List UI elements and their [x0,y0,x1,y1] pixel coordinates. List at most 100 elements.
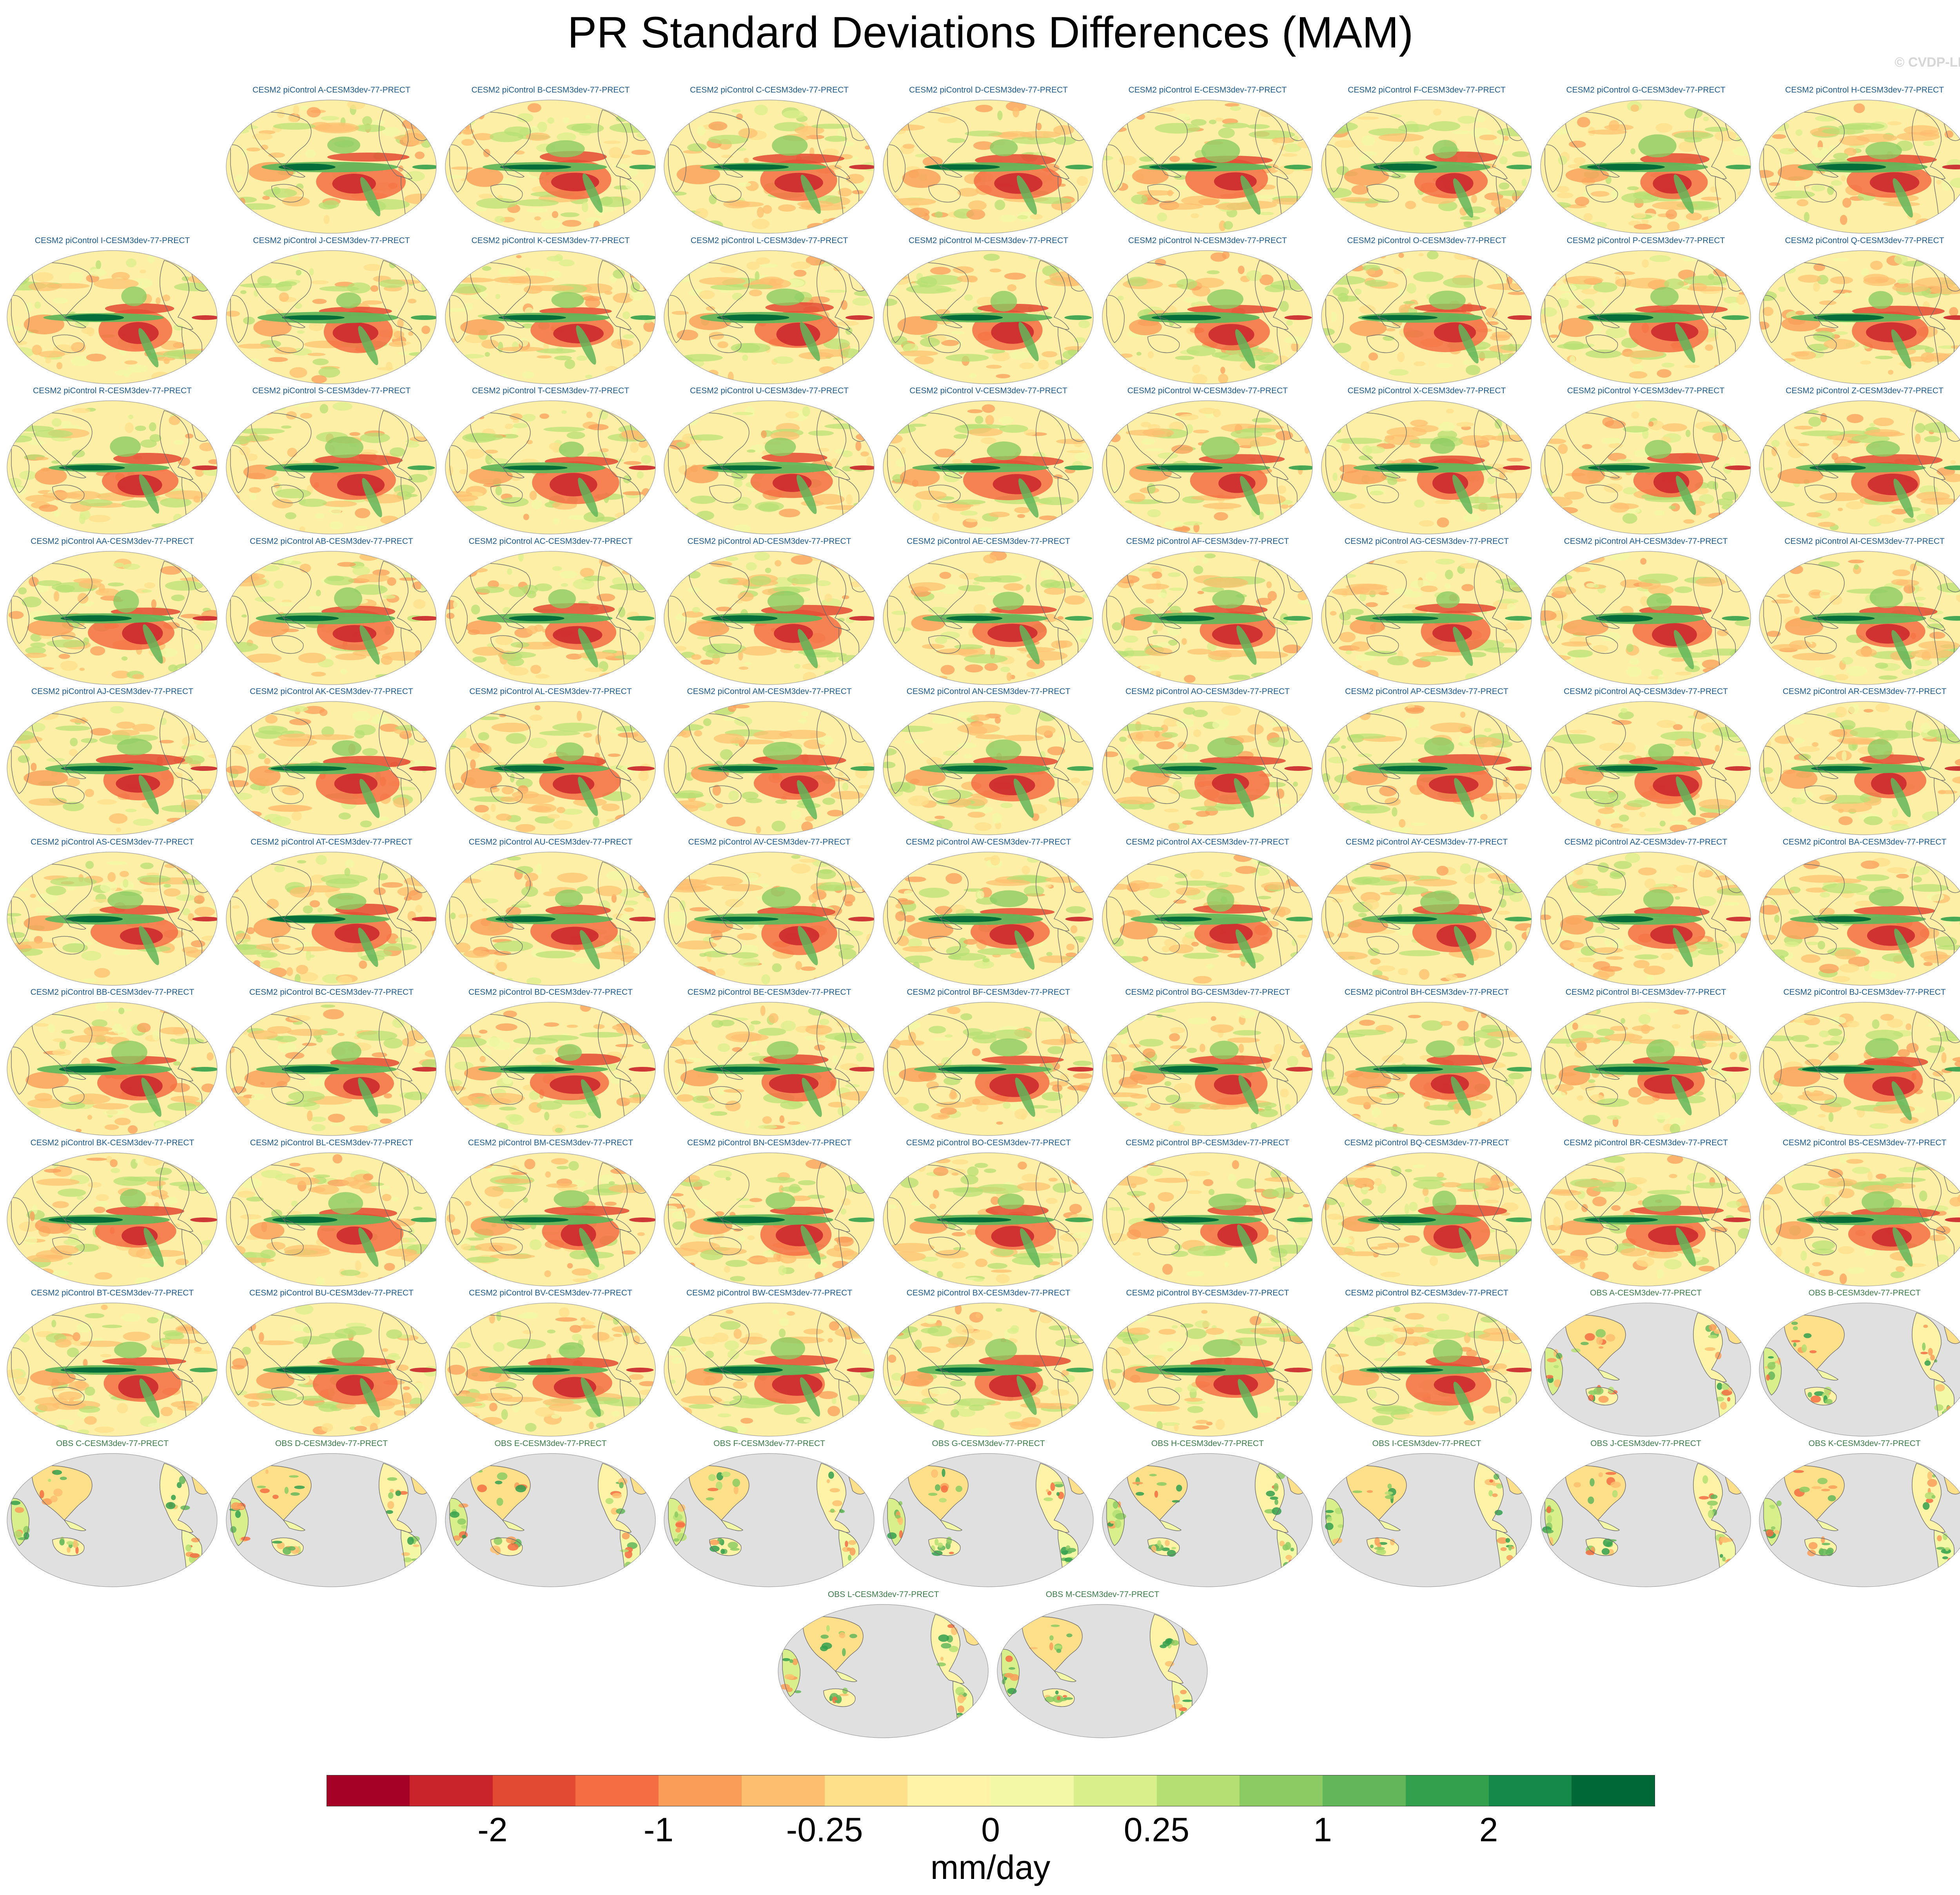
map-panel: CESM2 piControl F-CESM3dev-77-PRECT [1320,85,1534,236]
map-panel: CESM2 piControl Y-CESM3dev-77-PRECT [1539,386,1753,536]
panel-title: CESM2 piControl Y-CESM3dev-77-PRECT [1567,386,1725,395]
map-panel: CESM2 piControl AU-CESM3dev-77-PRECT [444,838,657,988]
difference-map [1102,250,1313,384]
panel-title: CESM2 piControl AR-CESM3dev-77-PRECT [1782,687,1947,696]
difference-map [1540,100,1751,234]
map-panel: CESM2 piControl BE-CESM3dev-77-PRECT [662,988,876,1138]
panel-title: OBS F-CESM3dev-77-PRECT [713,1439,825,1448]
obs-map [997,1604,1208,1738]
panel-title: CESM2 piControl U-CESM3dev-77-PRECT [690,386,849,395]
map-panel: CESM2 piControl AV-CESM3dev-77-PRECT [662,838,876,988]
panel-title: CESM2 piControl BP-CESM3dev-77-PRECT [1125,1138,1290,1147]
difference-map [7,1303,218,1437]
map-panel: OBS B-CESM3dev-77-PRECT [1758,1288,1960,1439]
difference-map [1321,1152,1532,1286]
panel-title: CESM2 piControl F-CESM3dev-77-PRECT [1348,85,1506,94]
difference-map [445,1002,656,1136]
panel-title: CESM2 piControl BE-CESM3dev-77-PRECT [687,988,851,997]
difference-map [226,400,437,534]
panel-title: CESM2 piControl BI-CESM3dev-77-PRECT [1565,988,1726,997]
difference-map [1102,100,1313,234]
panel-title: CESM2 piControl BF-CESM3dev-77-PRECT [907,988,1070,997]
panel-title: OBS C-CESM3dev-77-PRECT [56,1439,169,1448]
panel-title: CESM2 piControl AD-CESM3dev-77-PRECT [687,537,851,546]
difference-map [664,701,875,835]
difference-map [1759,852,1960,986]
difference-map [445,852,656,986]
panel-title: CESM2 piControl A-CESM3dev-77-PRECT [252,85,410,94]
difference-map [1102,852,1313,986]
map-panel: CESM2 piControl T-CESM3dev-77-PRECT [444,386,657,536]
map-panel: CESM2 piControl BV-CESM3dev-77-PRECT [444,1288,657,1439]
panel-title: CESM2 piControl BV-CESM3dev-77-PRECT [469,1288,632,1297]
colorbar-swatch [824,1775,908,1806]
difference-map [1102,1303,1313,1437]
map-panel: CESM2 piControl Z-CESM3dev-77-PRECT [1758,386,1960,536]
panel-title: CESM2 piControl AI-CESM3dev-77-PRECT [1784,537,1945,546]
panel-title: CESM2 piControl BK-CESM3dev-77-PRECT [30,1138,194,1147]
colorbar-tick-label: -1 [643,1811,674,1849]
panel-title: CESM2 piControl BU-CESM3dev-77-PRECT [249,1288,414,1297]
map-panel: CESM2 piControl B-CESM3dev-77-PRECT [444,85,657,236]
map-panel: CESM2 piControl BU-CESM3dev-77-PRECT [225,1288,438,1439]
map-panel: CESM2 piControl U-CESM3dev-77-PRECT [662,386,876,536]
map-panel: CESM2 piControl AT-CESM3dev-77-PRECT [225,838,438,988]
page-title: PR Standard Deviations Differences (MAM) [567,8,1414,57]
panel-title: CESM2 piControl M-CESM3dev-77-PRECT [908,236,1069,245]
difference-map [664,100,875,234]
map-panel: CESM2 piControl BM-CESM3dev-77-PRECT [444,1138,657,1288]
map-panel: CESM2 piControl BR-CESM3dev-77-PRECT [1539,1138,1753,1288]
panel-title: OBS L-CESM3dev-77-PRECT [828,1590,939,1599]
difference-map [1321,400,1532,534]
panel-title: CESM2 piControl I-CESM3dev-77-PRECT [34,236,190,245]
map-panel: CESM2 piControl BO-CESM3dev-77-PRECT [882,1138,1095,1288]
map-panel: CESM2 piControl BJ-CESM3dev-77-PRECT [1758,988,1960,1138]
map-panel: CESM2 piControl BY-CESM3dev-77-PRECT [1101,1288,1314,1439]
difference-map [1759,250,1960,384]
panel-title: CESM2 piControl J-CESM3dev-77-PRECT [253,236,410,245]
map-panel: CESM2 piControl AY-CESM3dev-77-PRECT [1320,838,1534,988]
panel-title: CESM2 piControl BX-CESM3dev-77-PRECT [906,1288,1071,1297]
map-panel: OBS C-CESM3dev-77-PRECT [5,1439,219,1589]
map-panel: CESM2 piControl BF-CESM3dev-77-PRECT [882,988,1095,1138]
obs-map [1540,1303,1751,1437]
map-panel: CESM2 piControl O-CESM3dev-77-PRECT [1320,236,1534,386]
map-panel: OBS I-CESM3dev-77-PRECT [1320,1439,1534,1589]
difference-map [226,1152,437,1286]
difference-map [883,1303,1094,1437]
obs-map [7,1453,218,1587]
map-panel: CESM2 piControl AH-CESM3dev-77-PRECT [1539,537,1753,687]
panel-title: CESM2 piControl AV-CESM3dev-77-PRECT [688,838,851,847]
map-panel: CESM2 piControl Q-CESM3dev-77-PRECT [1758,236,1960,386]
map-panel: CESM2 piControl BZ-CESM3dev-77-PRECT [1320,1288,1534,1439]
panel-title: OBS H-CESM3dev-77-PRECT [1151,1439,1264,1448]
difference-map [7,1002,218,1136]
panel-title: CESM2 piControl AY-CESM3dev-77-PRECT [1345,838,1508,847]
difference-map [1321,250,1532,384]
panel-title: CESM2 piControl BH-CESM3dev-77-PRECT [1345,988,1509,997]
panel-title: CESM2 piControl BB-CESM3dev-77-PRECT [30,988,194,997]
panel-title: CESM2 piControl BC-CESM3dev-77-PRECT [249,988,414,997]
colorbar-swatch [907,1775,991,1806]
map-panel: CESM2 piControl BT-CESM3dev-77-PRECT [5,1288,219,1439]
obs-map [1321,1453,1532,1587]
panel-title: OBS E-CESM3dev-77-PRECT [494,1439,607,1448]
map-panel: CESM2 piControl BX-CESM3dev-77-PRECT [882,1288,1095,1439]
panel-title: CESM2 piControl AE-CESM3dev-77-PRECT [907,537,1070,546]
panel-title: CESM2 piControl AX-CESM3dev-77-PRECT [1126,838,1289,847]
map-panel: CESM2 piControl AG-CESM3dev-77-PRECT [1320,537,1534,687]
panel-title: CESM2 piControl AT-CESM3dev-77-PRECT [250,838,412,847]
map-panel: CESM2 piControl J-CESM3dev-77-PRECT [225,236,438,386]
colorbar-swatch [575,1775,659,1806]
map-panel: CESM2 piControl AX-CESM3dev-77-PRECT [1101,838,1314,988]
difference-map [226,1303,437,1437]
difference-map [1759,701,1960,835]
colorbar-swatch [741,1775,825,1806]
map-panel: CESM2 piControl N-CESM3dev-77-PRECT [1101,236,1314,386]
map-panel: CESM2 piControl AJ-CESM3dev-77-PRECT [5,687,219,837]
colorbar-tick-label: 0 [981,1811,1000,1849]
panel-title: CESM2 piControl AK-CESM3dev-77-PRECT [250,687,413,696]
panel-title: CESM2 piControl X-CESM3dev-77-PRECT [1347,386,1506,395]
map-panel: CESM2 piControl BL-CESM3dev-77-PRECT [225,1138,438,1288]
difference-map [445,100,656,234]
